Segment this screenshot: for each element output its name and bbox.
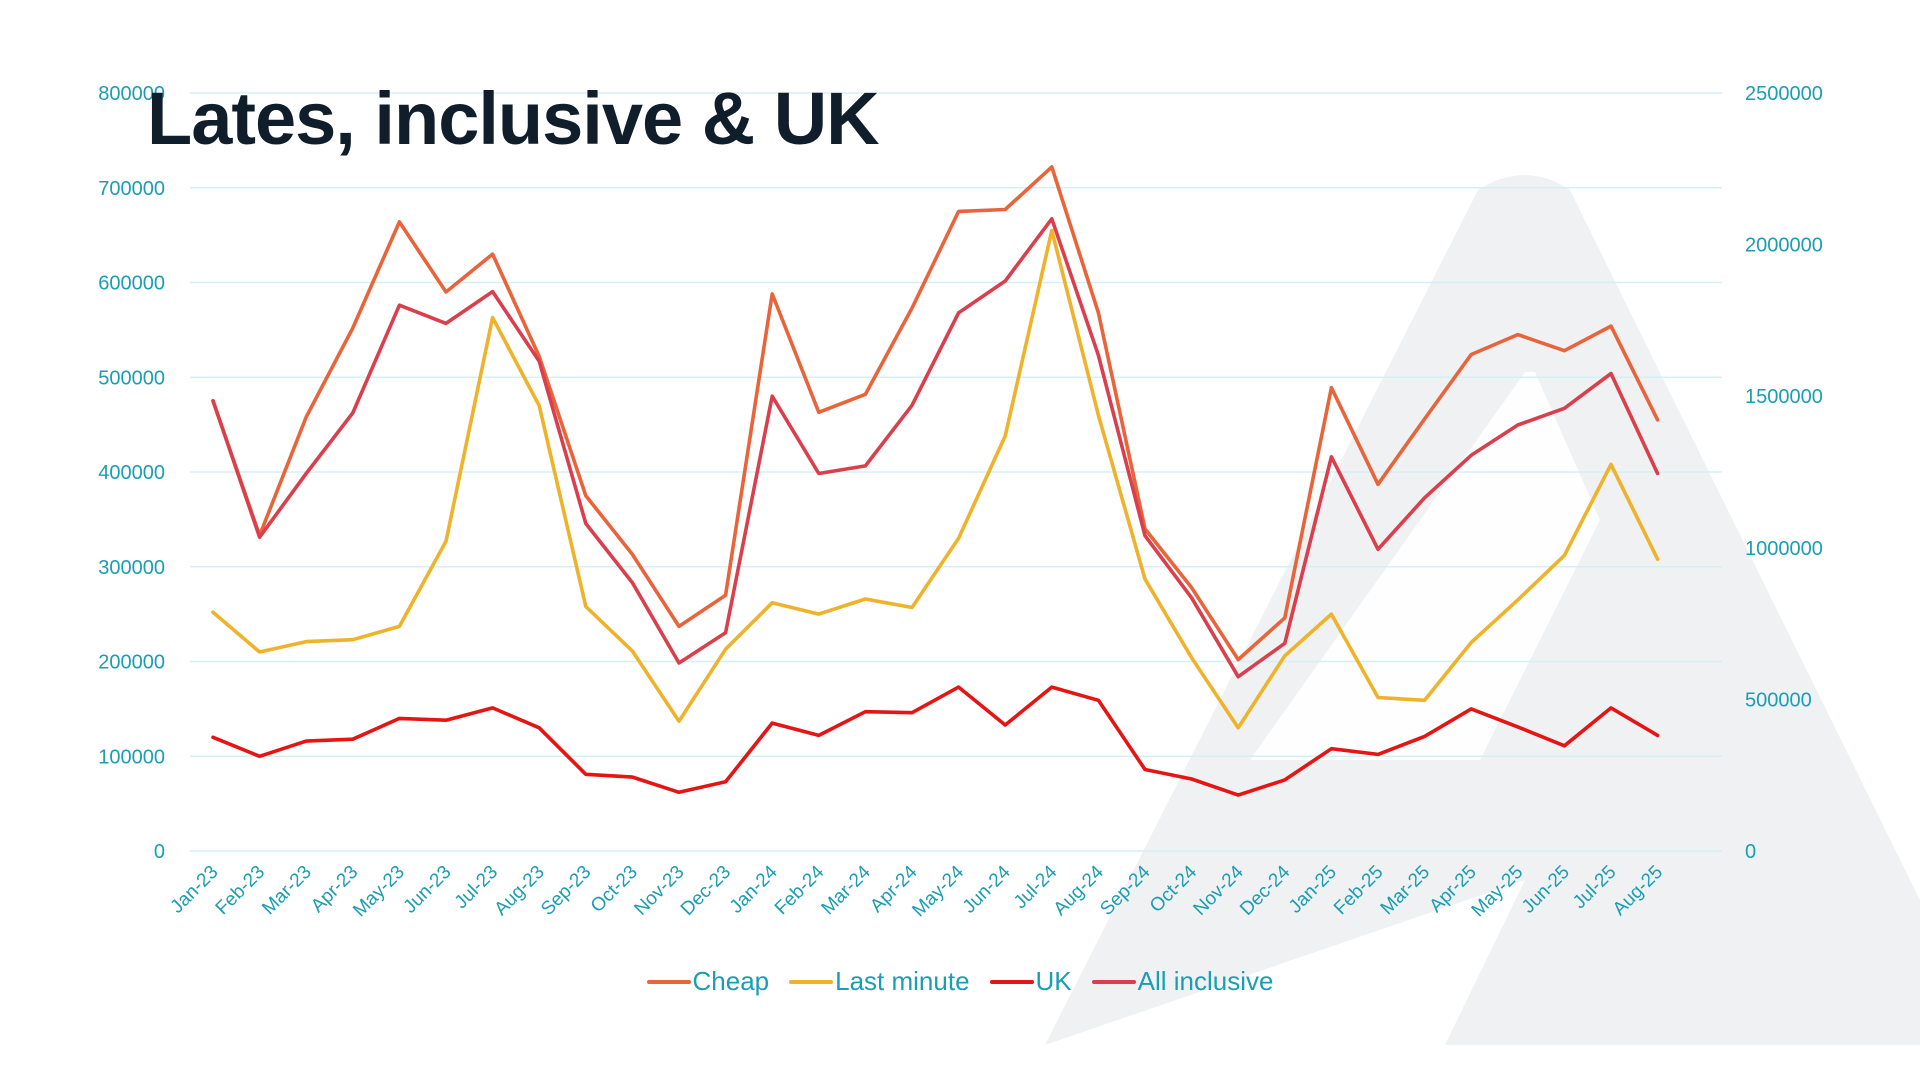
left-axis-tick-label: 700000 [98, 178, 165, 200]
x-axis-category-label: May-23 [349, 862, 409, 922]
left-axis-tick-label: 600000 [98, 273, 165, 295]
legend-label-cheap: Cheap [692, 966, 770, 996]
legend-item-cheap: Cheap [646, 966, 770, 997]
x-axis-category-label: Aug-24 [1050, 861, 1108, 919]
x-axis-category-label: Jun-24 [959, 861, 1015, 917]
legend-swatch-uk [989, 979, 1034, 984]
x-axis-category-label: Feb-25 [1330, 862, 1387, 919]
x-axis-category-label: Feb-23 [212, 862, 269, 919]
series-line-uk [211, 685, 1660, 797]
left-axis-tick-label: 100000 [98, 746, 165, 768]
right-y-axis: 0 500000 1000000 1500000 2000000 2500000 [1745, 83, 1823, 863]
page-title: Lates, inclusive & UK [147, 77, 880, 160]
left-axis-tick-label: 400000 [98, 462, 165, 484]
gridlines [190, 92, 1722, 852]
legend-item-uk: UK [989, 966, 1072, 997]
x-axis-category-label: Jun-25 [1518, 862, 1574, 918]
legend-swatch-last-minute [789, 979, 834, 984]
right-axis-tick-label: 0 [1745, 841, 1756, 863]
series-line-last-minute [211, 228, 1660, 730]
left-y-axis: 0 100000 200000 300000 400000 500000 600000 700… [98, 83, 165, 863]
legend-label-last-minute: Last minute [835, 966, 970, 996]
x-axis-category-label: Sep-24 [1096, 861, 1154, 919]
x-axis-category-label: Nov-23 [630, 862, 688, 920]
legend-swatch-cheap [646, 979, 691, 984]
x-axis-category-label: Jun-23 [400, 862, 456, 918]
series-line-all-inclusive [211, 217, 1660, 679]
legend-swatch-all-inclusive [1091, 979, 1136, 984]
x-axis-category-label: Mar-24 [818, 861, 876, 919]
x-axis-category-label: Sep-23 [537, 862, 595, 920]
x-axis-category-label: Mar-23 [258, 862, 315, 919]
legend-label-uk: UK [1035, 966, 1072, 996]
legend-item-last-minute: Last minute [789, 966, 970, 997]
left-axis-tick-label: 500000 [98, 367, 165, 389]
x-axis-category-label: Dec-23 [677, 862, 735, 920]
legend-item-all-inclusive: All inclusive [1091, 966, 1274, 997]
legend-label-all-inclusive: All inclusive [1137, 966, 1274, 996]
x-axis: Jan-23Feb-23Mar-23Apr-23May-23Jun-23Jul-… [167, 861, 1668, 921]
right-axis-tick-label: 2000000 [1745, 235, 1823, 257]
x-axis-category-label: Jan-25 [1285, 862, 1341, 918]
right-axis-tick-label: 1500000 [1745, 386, 1823, 408]
x-axis-category-label: Aug-23 [491, 862, 549, 920]
series-lines [211, 165, 1660, 797]
right-axis-tick-label: 500000 [1745, 689, 1812, 711]
right-axis-tick-label: 1000000 [1745, 538, 1823, 560]
x-axis-category-label: Nov-24 [1190, 861, 1248, 919]
left-axis-tick-label: 0 [154, 841, 165, 863]
left-axis-tick-label: 200000 [98, 652, 165, 674]
right-axis-tick-label: 2500000 [1745, 83, 1823, 105]
series-line-cheap [211, 165, 1660, 662]
left-axis-tick-label: 800000 [98, 83, 165, 105]
chart-legend: Cheap Last minute UK All inclusive [0, 966, 1920, 997]
x-axis-category-label: Dec-24 [1236, 861, 1294, 919]
x-axis-category-label: May-25 [1468, 862, 1528, 922]
x-axis-category-label: Mar-25 [1377, 862, 1434, 919]
x-axis-category-label: Aug-25 [1609, 862, 1667, 920]
x-axis-category-label: May-24 [908, 861, 968, 921]
x-axis-category-label: Feb-24 [771, 861, 829, 919]
left-axis-tick-label: 300000 [98, 557, 165, 579]
x-axis-category-label: Jan-23 [167, 862, 223, 918]
x-axis-category-label: Jan-24 [726, 861, 782, 917]
